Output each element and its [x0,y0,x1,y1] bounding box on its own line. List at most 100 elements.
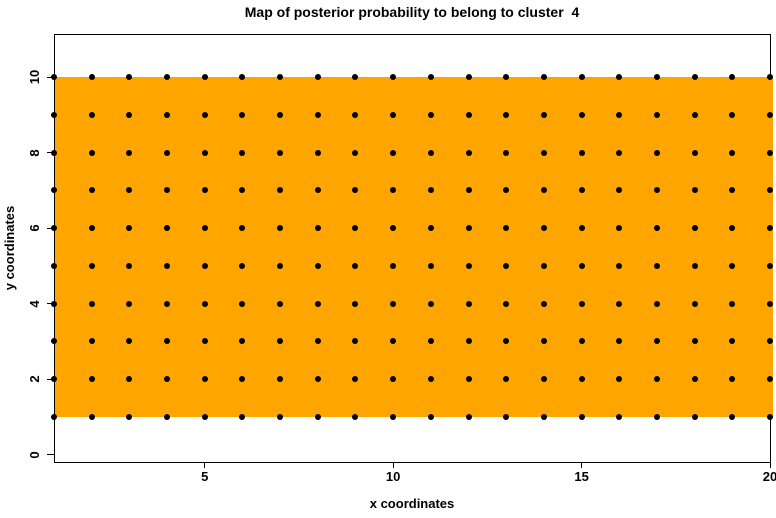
data-point [51,300,57,307]
data-point [729,338,736,345]
data-point [390,187,397,194]
data-point [88,111,95,118]
data-point [578,414,585,421]
data-point [126,300,133,307]
y-tick-label: 6 [27,224,42,232]
data-point [578,149,585,156]
data-point [314,262,321,269]
data-point [729,300,736,307]
data-point [729,376,736,383]
y-axis-line [54,34,55,462]
data-point [239,300,246,307]
data-point [540,225,547,232]
y-tick [47,227,54,229]
data-point [352,149,359,156]
data-point [164,111,171,118]
data-point [277,187,284,194]
data-point [503,376,510,383]
data-point [691,376,698,383]
data-point [314,149,321,156]
y-tick [47,76,54,78]
data-point [767,225,773,232]
data-point [201,74,208,81]
data-point [51,187,57,194]
data-point [201,338,208,345]
data-point [767,149,773,156]
data-point [201,225,208,232]
data-point [51,111,57,118]
data-point [88,74,95,81]
data-point [578,376,585,383]
data-point [427,376,434,383]
data-point [616,225,623,232]
data-point [51,149,57,156]
data-point [540,149,547,156]
data-point [239,376,246,383]
data-point [390,338,397,345]
data-point [314,338,321,345]
data-point [578,187,585,194]
data-point [767,300,773,307]
data-point [578,300,585,307]
data-point [465,111,472,118]
x-tick-label: 10 [385,469,401,484]
data-point [126,74,133,81]
data-point [126,111,133,118]
data-point [126,187,133,194]
data-point [390,74,397,81]
data-point [729,414,736,421]
data-point [653,111,660,118]
data-point [767,338,773,345]
data-point [314,225,321,232]
data-point [729,149,736,156]
data-point [691,74,698,81]
data-point [578,111,585,118]
data-point [314,376,321,383]
data-point [126,414,133,421]
data-point [164,414,171,421]
data-point [767,376,773,383]
data-point [51,225,57,232]
data-point [427,187,434,194]
data-point [390,376,397,383]
data-point [352,111,359,118]
data-point [616,338,623,345]
data-point [126,262,133,269]
data-point [390,300,397,307]
x-tick [392,462,394,468]
data-point [578,225,585,232]
data-point [578,338,585,345]
data-point [51,338,57,345]
data-point [465,262,472,269]
data-point [88,225,95,232]
data-point [352,225,359,232]
data-point [503,262,510,269]
data-point [653,300,660,307]
data-point [767,111,773,118]
data-point [691,300,698,307]
data-point [427,225,434,232]
y-tick-label: 2 [27,375,42,383]
x-tick [769,462,771,468]
data-point [390,111,397,118]
data-point [277,225,284,232]
data-point [88,262,95,269]
data-point [729,225,736,232]
data-point [616,300,623,307]
data-point [239,74,246,81]
data-point [352,187,359,194]
data-point [239,262,246,269]
data-point [164,376,171,383]
data-point [51,376,57,383]
data-point [201,187,208,194]
data-point [691,225,698,232]
data-point [164,225,171,232]
data-point [427,149,434,156]
data-point [126,225,133,232]
data-point [390,149,397,156]
data-point [503,225,510,232]
y-tick-label: 10 [27,69,42,85]
data-point [352,338,359,345]
data-point [164,74,171,81]
